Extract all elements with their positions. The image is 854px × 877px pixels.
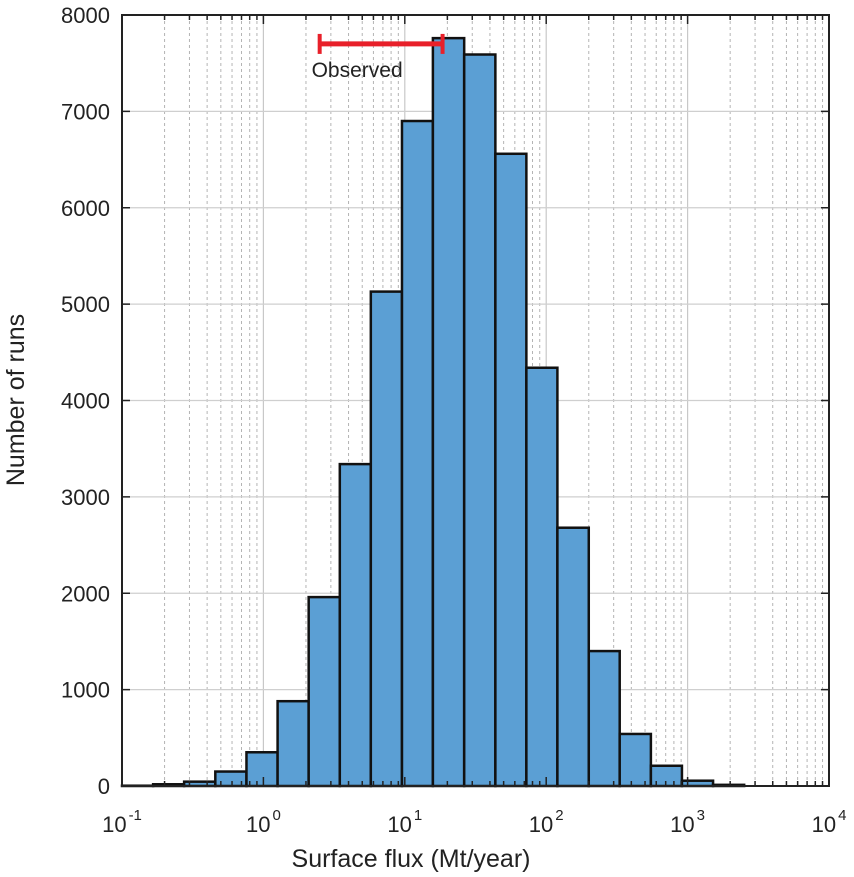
y-tick-label: 3000 xyxy=(61,485,110,510)
histogram-bar xyxy=(494,152,528,788)
histogram-bar xyxy=(276,699,310,788)
observed-range-annotation: Observed xyxy=(312,33,445,82)
x-tick-label: 10 2 xyxy=(529,807,564,837)
x-tick-label: 10 1 xyxy=(387,807,422,837)
histogram-bar xyxy=(245,751,279,788)
histogram-bar xyxy=(462,53,497,788)
y-tick-label: 7000 xyxy=(61,99,110,124)
histogram-bar xyxy=(369,290,404,788)
histogram-bar xyxy=(400,119,435,788)
axis-ticks xyxy=(121,14,829,787)
y-tick-label: 5000 xyxy=(61,292,110,317)
x-tick-label: 10 3 xyxy=(670,807,705,837)
y-tick-label: 6000 xyxy=(61,196,110,221)
x-tick-label: 10 -1 xyxy=(102,807,142,837)
histogram-bar xyxy=(587,649,621,788)
histogram-bar xyxy=(338,462,373,788)
x-tick-label: 10 4 xyxy=(812,807,847,837)
y-tick-label: 1000 xyxy=(61,678,110,703)
histogram-bar xyxy=(307,595,342,788)
x-axis-label: Surface flux (Mt/year) xyxy=(292,845,531,873)
histogram-bar xyxy=(431,36,466,788)
y-tick-label: 2000 xyxy=(61,581,110,606)
x-tick-labels: 10 -1 10 0 10 1 10 2 10 3 10 4 xyxy=(102,807,846,837)
histogram-bar xyxy=(618,732,653,788)
histogram-bar xyxy=(556,526,591,788)
y-tick-label: 0 xyxy=(98,774,110,799)
y-axis-label: Number of runs xyxy=(2,314,30,486)
observed-label: Observed xyxy=(312,59,403,82)
histogram-bar xyxy=(525,366,559,788)
y-tick-labels: 0 1000 2000 3000 4000 5000 6000 7000 8000 xyxy=(61,3,110,799)
y-tick-label: 4000 xyxy=(61,389,110,414)
y-tick-label: 8000 xyxy=(61,3,110,28)
x-tick-label: 10 0 xyxy=(246,807,281,837)
